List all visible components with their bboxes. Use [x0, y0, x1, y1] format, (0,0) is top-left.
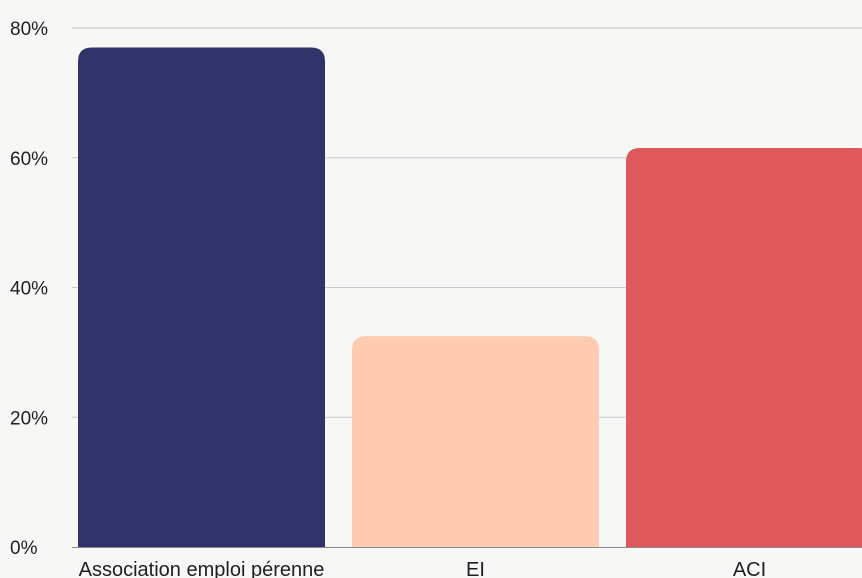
y-tick-label: 20% — [10, 408, 48, 429]
y-tick-label: 60% — [10, 149, 48, 170]
bar-aci — [626, 148, 862, 547]
bar-association-emploi-p-renne — [78, 47, 325, 548]
y-tick-label: 40% — [10, 279, 48, 300]
bar-ei — [352, 336, 599, 547]
bars — [78, 47, 862, 548]
labels: 0% 20% 40% 60% 80% Association emploi pérenne… — [10, 19, 766, 578]
x-category-label: EI — [466, 559, 485, 578]
x-category-label: Association emploi pérenne — [79, 559, 325, 578]
y-tick-label: 80% — [10, 19, 48, 40]
x-category-label: ACI — [733, 559, 766, 578]
y-tick-label: 0% — [10, 538, 38, 559]
